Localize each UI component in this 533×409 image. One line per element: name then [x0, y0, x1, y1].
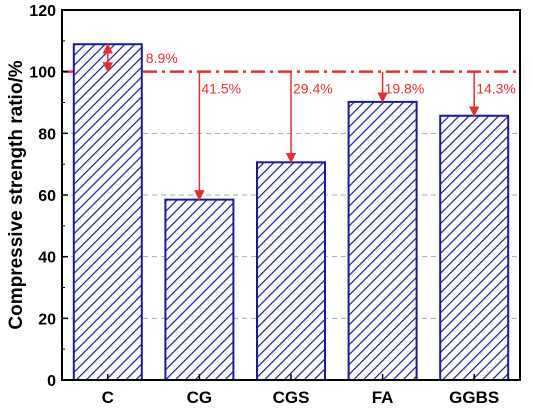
y-tick-label-80: 80 [38, 126, 56, 143]
annotation-label-fa: 19.8% [385, 81, 425, 97]
y-axis-title: Compressive strength ratio/% [6, 60, 27, 329]
bar-cgs [256, 161, 326, 381]
y-tick-label-40: 40 [38, 250, 56, 267]
annotation-label-ggbs: 14.3% [476, 81, 516, 97]
x-tick-label-ggbs: GGBS [449, 388, 499, 407]
x-tick-label-cg: CG [187, 388, 213, 407]
bar-ggbs [439, 114, 510, 381]
x-tick-label-cgs: CGS [273, 388, 310, 407]
bars [72, 43, 510, 381]
bar-fa [347, 100, 418, 381]
y-tick-label-100: 100 [29, 65, 56, 82]
x-tick-label-fa: FA [372, 388, 394, 407]
annotation-label-c: 8.9% [146, 50, 178, 66]
annotations: 8.9% 41.5% 29.4% 19.8% 14.3% [102, 43, 516, 201]
x-tick-label-c: C [102, 388, 114, 407]
y-tick-label-0: 0 [47, 373, 56, 390]
y-tick-label-20: 20 [38, 311, 56, 328]
axes: 0 20 40 60 80 100 120 C CG CGS FA GGBS [29, 3, 499, 407]
annotation-label-cg: 41.5% [201, 81, 241, 97]
bar-cg [164, 198, 235, 381]
y-tick-label-120: 120 [29, 3, 56, 20]
bar-c [72, 43, 143, 381]
annotation-label-cgs: 29.4% [293, 81, 333, 97]
y-tick-label-60: 60 [38, 188, 56, 205]
